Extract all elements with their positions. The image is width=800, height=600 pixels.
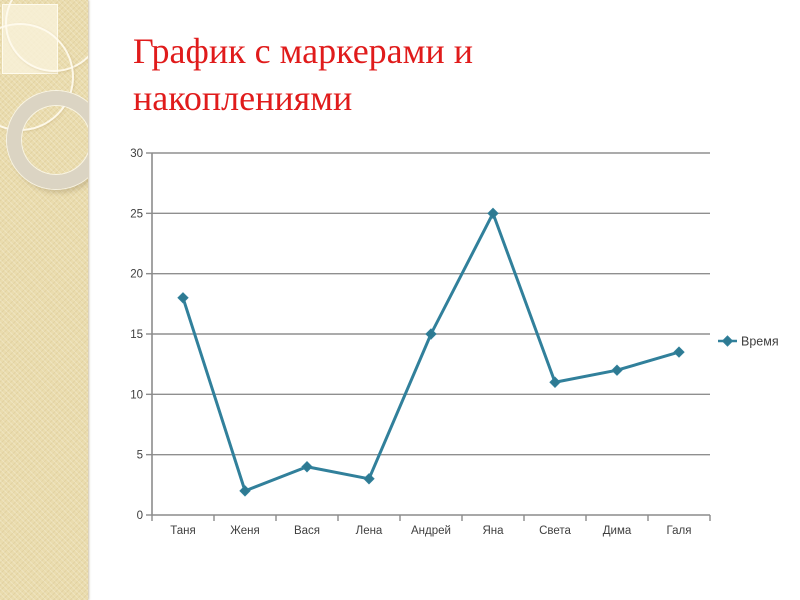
y-axis-label: 25 [130,208,143,220]
data-point-marker [673,346,685,358]
data-point-marker [487,207,499,220]
y-axis-label: 5 [137,450,143,462]
y-axis-label: 10 [130,389,143,401]
data-point-marker [301,461,313,473]
x-axis-label: Женя [230,525,259,537]
x-axis-label: Яна [482,525,504,537]
legend-marker [721,335,734,347]
data-point-marker [425,328,437,340]
data-point-marker [363,473,375,485]
x-axis-label: Вася [294,525,320,537]
data-point-marker [239,485,251,497]
y-axis-label: 30 [130,148,143,160]
x-axis-label: Света [539,525,571,537]
x-axis-label: Галя [667,525,692,537]
data-point-marker [549,376,561,388]
slide-title: График с маркерами и накоплениями [133,31,473,118]
x-axis-label: Таня [170,525,195,537]
x-axis-label: Лена [356,525,383,537]
legend-label: Время [741,335,779,349]
x-axis-label: Дима [603,525,632,537]
decorative-side-band [0,0,88,600]
data-point-marker [177,292,189,304]
data-point-marker [611,364,623,376]
x-axis-label: Андрей [411,525,451,537]
y-axis-label: 15 [130,329,143,341]
y-axis-label: 20 [130,269,143,281]
y-axis-label: 0 [137,510,143,522]
series-line [181,211,681,493]
